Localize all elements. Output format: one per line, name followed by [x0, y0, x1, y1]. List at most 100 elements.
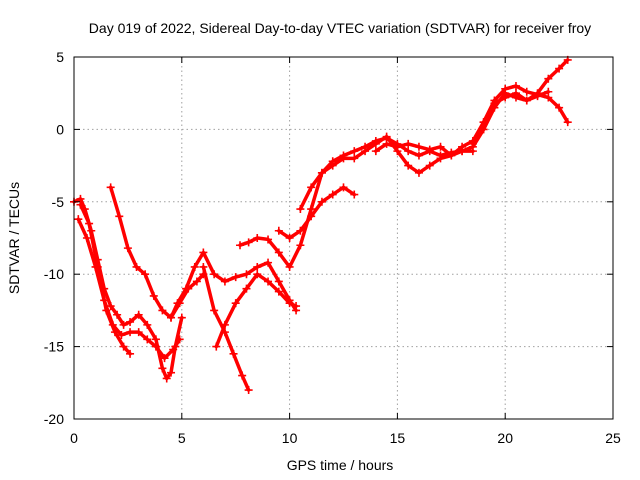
data-point-s11-3: [501, 93, 510, 102]
x-tick-label-4: 20: [497, 430, 513, 446]
series-line-8: [277, 185, 357, 240]
data-point-s8-6: [339, 183, 348, 192]
data-point-s7-3: [264, 235, 273, 244]
series-line-4: [169, 250, 298, 320]
data-point-s8-0: [274, 226, 283, 235]
data-point-s6-6: [274, 287, 283, 296]
data-point-s9-12: [425, 161, 434, 170]
data-point-s5-0: [199, 262, 208, 271]
data-point-s7-16: [404, 147, 413, 156]
data-point-s3-4: [141, 270, 150, 279]
data-point-s10-5: [425, 145, 434, 154]
data-point-s1-1: [82, 234, 91, 242]
data-point-s11-6: [533, 92, 542, 101]
data-point-s6-2: [231, 299, 240, 308]
data-point-s1-11: [169, 345, 178, 354]
data-point-s2-0: [76, 200, 85, 209]
y-tick-label-0: -20: [44, 411, 64, 427]
data-point-s4-2: [182, 284, 191, 293]
data-point-s0-9: [126, 317, 135, 326]
y-tick-label-3: -5: [52, 194, 65, 210]
data-point-s10-2: [393, 142, 402, 151]
data-point-s9-20: [511, 81, 520, 90]
data-point-s10-17: [555, 64, 564, 73]
data-point-s8-1: [285, 234, 294, 242]
data-point-s1-6: [126, 328, 135, 337]
data-point-s9-7: [371, 139, 380, 148]
data-point-s9-3: [328, 161, 337, 170]
data-point-s1-12: [175, 335, 184, 344]
data-point-s8-4: [317, 197, 326, 206]
data-point-s3-2: [123, 244, 132, 253]
data-point-s9-21: [522, 87, 531, 96]
data-point-s4-6: [220, 277, 229, 286]
data-point-s0-15: [167, 368, 176, 377]
data-point-s11-0: [468, 139, 477, 148]
data-point-s1-0: [74, 215, 83, 224]
x-axis-label: GPS time / hours: [287, 457, 394, 473]
data-point-s6-1: [220, 320, 229, 329]
data-point-s0-13: [158, 364, 167, 373]
data-point-s9-24: [555, 103, 564, 112]
data-point-s4-3: [190, 262, 199, 271]
chart-title: Day 019 of 2022, Sidereal Day-to-day VTE…: [89, 20, 591, 36]
data-point-s3-1: [115, 212, 124, 221]
data-point-s4-11: [274, 277, 283, 286]
data-point-s2-4: [110, 328, 119, 337]
data-point-s1-9: [151, 342, 160, 351]
grid: [74, 57, 613, 419]
data-point-s7-2: [253, 234, 262, 242]
data-point-s10-6: [436, 142, 445, 151]
data-point-s5-5: [244, 386, 253, 395]
data-point-s11-7: [544, 87, 553, 96]
data-point-s1-10: [160, 354, 169, 363]
data-point-s7-7: [307, 205, 316, 214]
series-line-3: [108, 185, 206, 320]
data-point-s0-12: [151, 335, 160, 344]
data-point-s6-7: [285, 299, 294, 308]
data-point-s2-6: [126, 349, 135, 358]
data-point-s11-5: [522, 96, 531, 105]
data-point-s2-2: [93, 262, 102, 271]
data-point-s4-1: [173, 299, 182, 308]
data-point-s3-10: [192, 277, 201, 286]
data-point-s0-10: [134, 310, 143, 319]
data-point-s6-3: [242, 284, 251, 293]
data-point-s4-4: [199, 248, 208, 257]
series-line-5: [201, 265, 251, 392]
data-point-s5-1: [210, 306, 219, 315]
y-tick-label-5: 5: [56, 49, 64, 65]
data-point-s5-3: [229, 349, 238, 358]
data-point-s6-5: [264, 277, 273, 286]
data-point-s11-2: [490, 99, 499, 108]
series-line-6: [214, 272, 298, 349]
data-point-s6-0: [212, 342, 221, 351]
data-point-s7-0: [236, 241, 245, 250]
data-point-s4-8: [242, 270, 251, 279]
data-point-s9-4: [339, 154, 348, 163]
data-point-s9-10: [404, 161, 413, 170]
data-point-s7-17: [414, 151, 423, 160]
data-point-s3-0: [106, 183, 115, 192]
data-point-s2-1: [85, 219, 94, 228]
data-point-s10-0: [371, 147, 380, 156]
plot-frame: [73, 56, 614, 420]
data-point-s9-25: [563, 118, 572, 127]
data-point-s1-5: [117, 331, 126, 340]
y-axis-label: SDTVAR / TECUs: [6, 182, 22, 294]
x-tick-label-1: 5: [178, 430, 186, 446]
data-point-s7-4: [274, 248, 283, 257]
data-point-s9-1: [307, 183, 316, 192]
data-point-s0-11: [143, 320, 152, 329]
data-point-s9-11: [414, 168, 423, 177]
data-point-s2-3: [102, 306, 111, 315]
data-point-s0-17: [177, 313, 186, 322]
data-point-s10-7: [447, 151, 456, 160]
y-tick-label-2: -10: [44, 266, 64, 282]
data-point-s3-5: [149, 291, 158, 300]
data-point-s2-5: [119, 342, 128, 351]
ticks: 0 5 10 15 20 25 -20 -15 -10 -5 0 5: [44, 49, 621, 446]
data-point-s9-2: [317, 168, 326, 177]
data-point-s4-9: [253, 262, 262, 271]
